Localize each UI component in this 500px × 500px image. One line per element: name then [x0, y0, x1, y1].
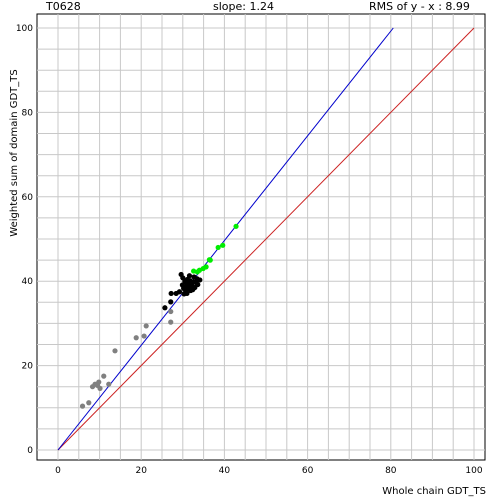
- plot-frame: [36, 13, 486, 461]
- target-id-label: T0628: [46, 0, 81, 13]
- x-tick-label: 80: [385, 466, 397, 476]
- data-point: [215, 244, 221, 251]
- data-point: [133, 335, 139, 341]
- data-point: [101, 373, 107, 379]
- data-point: [141, 333, 147, 339]
- data-point: [168, 319, 174, 325]
- x-tick-label: 20: [135, 466, 147, 476]
- x-tick-label: 40: [219, 466, 231, 476]
- data-point: [220, 242, 226, 248]
- y-tick-label: 0: [27, 446, 33, 456]
- y-tick-label: 20: [22, 362, 34, 372]
- data-point: [176, 289, 183, 295]
- x-tick-label: 0: [55, 466, 61, 476]
- data-point: [197, 277, 203, 283]
- data-points: [79, 223, 239, 409]
- reference-lines: [57, 27, 475, 451]
- data-point: [96, 379, 102, 385]
- data-point: [233, 223, 239, 229]
- y-tick-label: 100: [16, 24, 33, 34]
- data-point: [207, 257, 213, 263]
- identity-line: [57, 27, 475, 451]
- data-point: [168, 290, 174, 297]
- data-point: [168, 308, 174, 315]
- data-point: [186, 273, 193, 279]
- data-point: [203, 264, 209, 270]
- data-point: [86, 400, 92, 406]
- y-tick-label: 60: [22, 193, 34, 203]
- y-tick-label: 40: [22, 277, 34, 287]
- data-point: [195, 281, 201, 288]
- data-point: [97, 385, 103, 391]
- data-point: [184, 290, 190, 297]
- data-point: [143, 323, 149, 329]
- rms-label: RMS of y - x : 8.99: [369, 0, 470, 13]
- data-point: [168, 299, 174, 305]
- y-tick-label: 80: [22, 108, 34, 118]
- grid: [37, 14, 485, 460]
- data-point: [112, 348, 118, 354]
- data-point: [106, 381, 112, 387]
- x-tick-label: 100: [465, 466, 482, 476]
- x-tick-label: 60: [302, 466, 314, 476]
- y-axis-label: Weighted sum of domain GDT_TS: [9, 69, 20, 236]
- fit-line: [57, 27, 394, 451]
- tick-labels: 0 20 40 60 80 100 0 20 40 60 80 100: [16, 24, 483, 476]
- slope-label: slope: 1.24: [213, 0, 274, 13]
- x-axis-label: Whole chain GDT_TS: [382, 486, 486, 497]
- data-point: [162, 305, 168, 311]
- data-point: [79, 403, 86, 409]
